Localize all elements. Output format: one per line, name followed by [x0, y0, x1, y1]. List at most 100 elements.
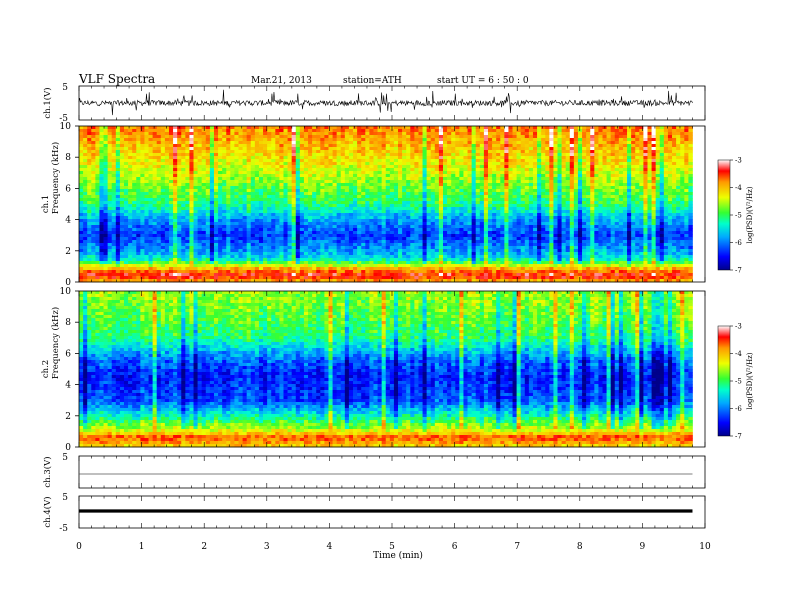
- ch1-spec-cell: [418, 186, 423, 190]
- ch1-spec-cell: [520, 183, 526, 187]
- ch1-spec-cell: [373, 201, 378, 205]
- ch1-spec-cell: [508, 207, 513, 211]
- ch1-spec-cell: [504, 180, 509, 184]
- ch1-spec-cell: [369, 198, 374, 202]
- ch1-spec-cell: [553, 153, 558, 157]
- ch1-spec-cell: [643, 189, 648, 193]
- ch1-spec-cell: [238, 162, 243, 166]
- ch1-spec-cell: [467, 147, 472, 151]
- ch1-spec-cell: [365, 144, 370, 148]
- ch1-spec-cell: [373, 213, 378, 217]
- ch1-spec-cell: [324, 192, 329, 196]
- ch1-spec-cell: [209, 159, 215, 163]
- ch1-spec-cell: [590, 141, 595, 145]
- ch1-spec-cell: [500, 147, 505, 151]
- ch1-spec-cell: [483, 195, 489, 199]
- ch1-spec-cell: [205, 213, 211, 217]
- ch1-spec-cell: [160, 210, 166, 214]
- ch1-spec-cell: [271, 216, 276, 220]
- ch1-spec-cell: [340, 153, 346, 157]
- ch1-spec-cell: [201, 216, 207, 220]
- ch1-spec-cell: [463, 132, 468, 136]
- ch1-spec-cell: [672, 192, 677, 196]
- ch1-spec-cell: [320, 171, 325, 175]
- ch1-spec-cell: [340, 222, 346, 226]
- ch1-spec-cell: [598, 198, 603, 202]
- ch1-spec-cell: [541, 159, 546, 163]
- ch1-spec-cell: [115, 141, 121, 145]
- ch1-spec-cell: [622, 210, 628, 214]
- ch1-spec-cell: [201, 192, 207, 196]
- ch1-spec-cell: [340, 147, 346, 151]
- ch1-spec-cell: [83, 159, 88, 163]
- ch1-spec-cell: [549, 186, 554, 190]
- ch1-spec-cell: [639, 192, 644, 196]
- ch1-spec-cell: [451, 150, 456, 154]
- ch1-spec-cell: [402, 150, 407, 154]
- ch1-spec-cell: [443, 150, 448, 154]
- ch1-spec-cell: [348, 192, 354, 196]
- ch1-spec-cell: [606, 180, 612, 184]
- ch1-spec-cell: [627, 201, 632, 205]
- ch1-spec-cell: [455, 153, 460, 157]
- ch1-spec-cell: [434, 210, 440, 214]
- ch1-spec-cell: [426, 192, 432, 196]
- ch1-spec-cell: [606, 135, 612, 139]
- ch1-spec-cell: [684, 216, 689, 220]
- ch1-spec-cell: [410, 180, 415, 184]
- ch1-spec-cell: [598, 159, 603, 163]
- ch1-spec-cell: [287, 129, 293, 133]
- ch1-spec-cell: [230, 216, 235, 220]
- ch1-spec-cell: [177, 168, 182, 172]
- ch1-spec-cell: [267, 138, 272, 142]
- ch1-spec-cell: [393, 171, 399, 175]
- ch1-spec-cell: [209, 165, 215, 169]
- ch1-spec-cell: [181, 162, 186, 166]
- ch1-spec-cell: [447, 150, 452, 154]
- ch1-spec-cell: [590, 219, 595, 223]
- ch1-spec-cell: [610, 165, 616, 169]
- ch1-spec-cell: [267, 219, 272, 223]
- start-time-label: start UT = 6 : 50 : 0: [437, 76, 529, 86]
- ch1-spec-cell: [504, 183, 509, 187]
- ch1-spec-cell: [79, 189, 84, 193]
- ch1-spec-cell: [303, 126, 309, 130]
- ch1-spec-cell: [275, 153, 280, 157]
- ch1-spec-cell: [459, 141, 464, 145]
- ch1-spec-cell: [610, 183, 616, 187]
- ch1-spec-cell: [275, 147, 280, 151]
- ch1-spec-cell: [447, 201, 452, 205]
- ch1-spec-cell: [459, 171, 464, 175]
- ch1-spec-cell: [688, 207, 693, 211]
- ch1-spec-cell: [410, 219, 415, 223]
- ch1-spec-cell: [299, 204, 305, 208]
- ch1-spec-cell: [443, 129, 448, 133]
- ch1-spec-cell: [103, 144, 108, 148]
- ch1-spec-cell: [263, 219, 268, 223]
- ch1-spec-cell: [492, 213, 497, 217]
- ch1-spec-cell: [348, 180, 354, 184]
- ch1-spec-cell: [471, 186, 477, 190]
- ch1-spec-cell: [250, 159, 256, 163]
- ch1-spec-cell: [565, 162, 571, 166]
- ch1-spec-cell: [402, 153, 407, 157]
- ch1-spec-cell: [295, 168, 301, 172]
- ch1-spec-cell: [590, 189, 595, 193]
- ch1-spec-cell: [651, 183, 657, 187]
- ch1-spec-cell: [402, 183, 407, 187]
- ch1-spec-cell: [295, 186, 301, 190]
- ch1-spec-cell: [500, 195, 505, 199]
- ch1-spec-cell: [594, 198, 599, 202]
- ch1-spec-cell: [320, 213, 325, 217]
- ch1-spec-cell: [258, 201, 264, 205]
- ch1-spec-cell: [573, 144, 579, 148]
- ch1-spec-cell: [173, 129, 178, 133]
- ch1-spec-cell: [512, 204, 517, 208]
- ch1-spec-cell: [128, 174, 133, 178]
- ch1-spec-cell: [508, 165, 513, 169]
- ch1-spec-cell: [492, 219, 497, 223]
- ch1-spec-cell: [181, 132, 186, 136]
- ch1-spec-cell: [291, 162, 297, 166]
- ch1-spec-cell: [320, 204, 325, 208]
- ch1-spec-cell: [606, 177, 612, 181]
